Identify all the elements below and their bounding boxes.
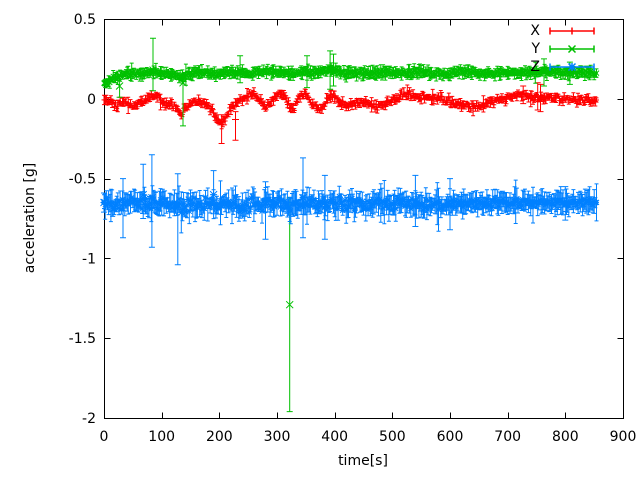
- legend-label-z: Z: [530, 59, 540, 75]
- y-tick-label: -1: [82, 251, 96, 267]
- x-tick-label: 500: [379, 429, 406, 445]
- legend-entry-x: X: [530, 24, 596, 38]
- legend-sample-y-errorbar: [549, 44, 595, 54]
- legend-entry-y: Y: [530, 42, 596, 56]
- y-tick-label: -1.5: [69, 331, 96, 347]
- x-tick-label: 0: [100, 429, 109, 445]
- legend-sample-z-errorbar: [549, 62, 595, 72]
- series-x: [101, 82, 599, 144]
- x-tick-label: 700: [494, 429, 521, 445]
- y-tick-label: 0: [87, 92, 96, 108]
- series-z-markers: [100, 190, 600, 216]
- legend-sample-z-path: [549, 62, 595, 72]
- x-tick-label: 400: [321, 429, 348, 445]
- legend-sample-x-errorbar: [549, 27, 595, 35]
- x-tick-label: 900: [610, 429, 637, 445]
- y-tick-label: 0.5: [74, 12, 96, 28]
- y-tick-label: -0.5: [69, 172, 96, 188]
- series-y-markers: [101, 65, 600, 309]
- tick-labels: 0 100 200 300 400 500 600 700 800 900 0.5 0 -0.5 -1 -1…: [69, 12, 637, 445]
- y-axis-title: acceleration [g]: [22, 162, 38, 274]
- series-y: [101, 37, 600, 413]
- x-axis-title: time[s]: [338, 453, 388, 469]
- legend-entry-z: Z: [530, 60, 596, 74]
- series-x-markers: [101, 88, 599, 127]
- chart-legend: X Y Z: [530, 24, 596, 74]
- x-tick-label: 300: [264, 429, 291, 445]
- legend-label-x: X: [530, 23, 540, 39]
- x-tick-label: 800: [552, 429, 579, 445]
- series-z: [100, 154, 600, 266]
- legend-sample-x-path: [549, 27, 595, 35]
- x-tick-label: 100: [148, 429, 175, 445]
- legend-label-y: Y: [531, 41, 540, 57]
- legend-sample-y-path: [549, 44, 595, 54]
- x-tick-label: 600: [437, 429, 464, 445]
- x-tick-label: 200: [206, 429, 233, 445]
- y-tick-label: -2: [82, 411, 96, 427]
